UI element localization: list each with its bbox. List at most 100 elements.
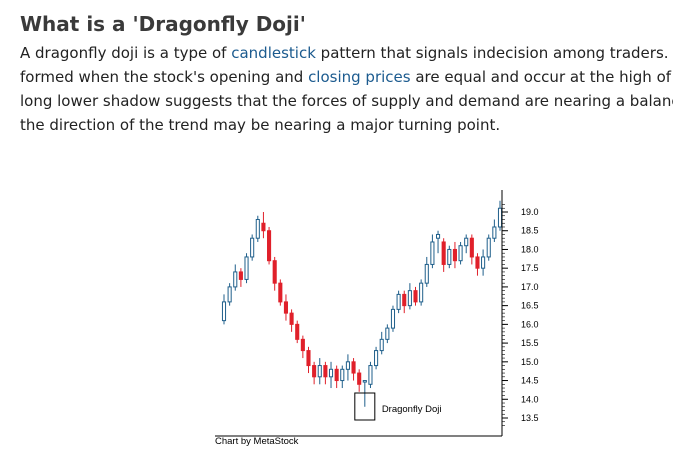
candle-21 — [340, 365, 345, 389]
paragraph-line-4: the direction of the trend may be nearin… — [20, 116, 501, 134]
candle-30 — [390, 305, 396, 332]
candle-20 — [334, 365, 339, 389]
candle-7 — [261, 212, 266, 239]
candle-body — [272, 260, 277, 284]
candle-24 — [357, 369, 362, 392]
paragraph-line-1: A dragonfly doji is a type of candlestic… — [20, 41, 673, 65]
doji-annotation-label: Dragonfly Doji — [382, 404, 442, 415]
candle-body — [362, 380, 367, 383]
y-tick-label: 14.0 — [521, 394, 539, 404]
candle-6 — [255, 215, 260, 242]
candle-body — [385, 327, 390, 340]
candle-37 — [430, 234, 435, 269]
candle-12 — [289, 309, 294, 332]
candle-11 — [283, 294, 289, 321]
candle-body — [334, 368, 339, 382]
candles-group — [221, 200, 503, 407]
candle-33 — [407, 283, 412, 310]
candle-body — [435, 233, 441, 239]
candle-body — [396, 293, 401, 310]
candlestick-link[interactable]: candlestick — [231, 44, 316, 62]
candle-body — [402, 293, 407, 307]
candle-body — [452, 248, 457, 262]
candle-body — [374, 350, 379, 367]
candle-body — [261, 222, 266, 232]
candle-38 — [435, 230, 441, 254]
candle-body — [233, 271, 238, 288]
paragraph-line-2: formed when the stock's opening and clos… — [20, 65, 673, 89]
candle-body — [267, 230, 272, 262]
candle-27 — [374, 346, 379, 370]
candle-body — [458, 245, 463, 262]
candle-body — [441, 241, 446, 265]
line1-text-b: pattern that signals indecision among tr… — [320, 44, 673, 62]
candle-29 — [385, 324, 390, 344]
candle-41 — [452, 241, 457, 269]
candle-body — [244, 256, 249, 280]
candle-body — [300, 338, 305, 352]
candle-body — [475, 256, 480, 269]
candle-10 — [278, 279, 283, 306]
candle-body — [238, 271, 243, 280]
candle-body — [368, 365, 373, 385]
candle-body — [250, 237, 255, 258]
candle-body — [379, 338, 384, 352]
y-tick-label: 16.0 — [521, 319, 539, 329]
candle-body — [419, 282, 424, 303]
candle-body — [424, 263, 429, 284]
candle-body — [221, 301, 227, 322]
candle-13 — [295, 320, 300, 344]
price-axis: 19.0 18.5 18.0 17.5 17.0 16.5 16.0 15.5 15.0 14.5… — [215, 190, 539, 437]
candle-36 — [424, 256, 429, 287]
candle-39 — [441, 238, 446, 272]
candle-47 — [486, 234, 491, 261]
line2-text-b: are equal and occur at the high of the d… — [415, 68, 673, 86]
article-paragraph: A dragonfly doji is a type of candlestic… — [20, 41, 673, 137]
candle-body — [278, 282, 283, 303]
candle-body — [492, 226, 497, 239]
candle-body — [486, 237, 491, 258]
candle-body — [317, 365, 322, 378]
candle-2 — [233, 264, 238, 291]
candle-49 — [497, 200, 503, 231]
candle-1 — [227, 283, 232, 306]
candle-body — [340, 368, 345, 382]
candle-25 — [362, 380, 367, 407]
candle-23 — [351, 358, 356, 381]
candle-body — [413, 290, 418, 303]
candle-45 — [475, 253, 480, 276]
candle-31 — [396, 290, 401, 314]
candle-18 — [323, 361, 328, 385]
doji-highlight-box — [354, 392, 376, 421]
closing-prices-link[interactable]: closing prices — [308, 68, 411, 86]
paragraph-line-3: long lower shadow suggests that the forc… — [20, 92, 673, 110]
candle-body — [306, 350, 311, 367]
candle-body — [328, 368, 334, 378]
candle-3 — [238, 268, 243, 287]
y-tick-label: 19.0 — [521, 207, 539, 217]
candle-body — [469, 237, 474, 258]
line1-text-a: A dragonfly doji is a type of — [20, 44, 232, 62]
candle-8 — [267, 226, 272, 265]
candle-body — [312, 365, 317, 378]
candle-28 — [379, 331, 384, 355]
candle-body — [464, 237, 469, 247]
candle-body — [227, 286, 232, 303]
candle-15 — [306, 346, 311, 374]
candle-body — [357, 372, 362, 385]
y-tick-label: 17.5 — [521, 263, 539, 273]
dragonfly-doji-annotation: Dragonfly Doji — [354, 392, 442, 421]
candle-17 — [317, 358, 322, 385]
candle-body — [430, 241, 435, 265]
candle-body — [345, 361, 350, 370]
candlestick-chart: 19.0 18.5 18.0 17.5 17.0 16.5 16.0 15.5 15.0 14.5… — [215, 190, 539, 437]
candle-35 — [419, 279, 424, 306]
candle-26 — [368, 361, 373, 389]
candle-0 — [221, 294, 227, 325]
candle-22 — [345, 354, 350, 381]
candle-body — [407, 290, 412, 307]
candle-5 — [250, 234, 255, 261]
candle-body — [289, 312, 294, 325]
y-tick-label: 15.0 — [521, 357, 539, 367]
y-tick-label: 15.5 — [521, 338, 539, 348]
